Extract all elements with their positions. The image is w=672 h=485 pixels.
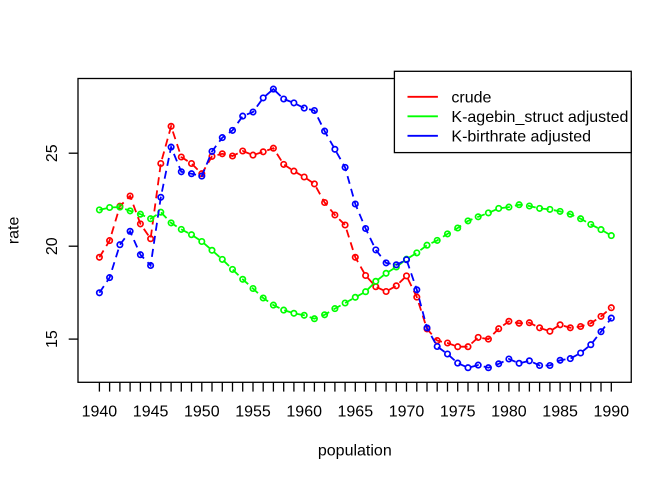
svg-text:1960: 1960 [286, 404, 322, 421]
svg-text:K-birthrate adjusted: K-birthrate adjusted [451, 129, 591, 146]
svg-text:1955: 1955 [235, 404, 271, 421]
svg-text:population: population [318, 443, 392, 460]
svg-text:25: 25 [44, 144, 61, 162]
svg-text:1975: 1975 [440, 404, 476, 421]
svg-text:1940: 1940 [82, 404, 118, 421]
svg-text:1985: 1985 [542, 404, 578, 421]
svg-text:1970: 1970 [389, 404, 425, 421]
svg-text:1945: 1945 [133, 404, 169, 421]
svg-text:1965: 1965 [338, 404, 374, 421]
svg-text:20: 20 [44, 237, 61, 255]
svg-text:1980: 1980 [491, 404, 527, 421]
svg-text:1990: 1990 [594, 404, 630, 421]
svg-text:crude: crude [451, 90, 491, 107]
svg-text:K-agebin_struct adjusted: K-agebin_struct adjusted [451, 109, 628, 126]
svg-text:15: 15 [44, 330, 61, 348]
svg-text:rate: rate [6, 217, 23, 245]
svg-text:1950: 1950 [184, 404, 220, 421]
